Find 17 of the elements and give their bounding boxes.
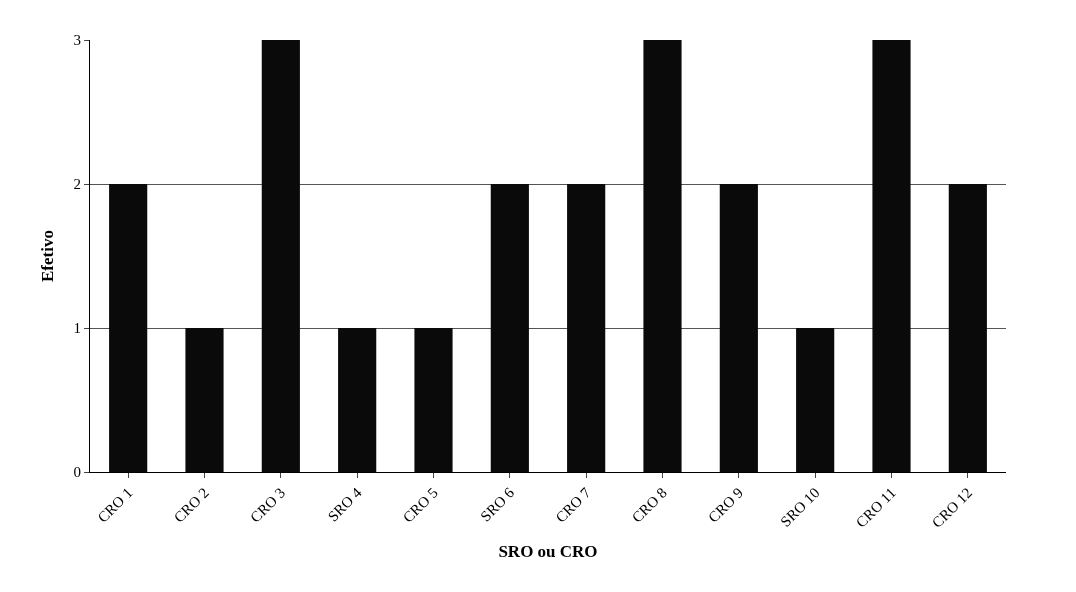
x-tick-label: CRO 2 <box>170 484 212 526</box>
x-tick-label: SRO 6 <box>477 484 518 525</box>
x-tick-label: CRO 3 <box>247 484 289 526</box>
x-tick-label: CRO 7 <box>552 484 594 526</box>
x-axis-title: SRO ou CRO <box>498 542 598 562</box>
y-tick-label: 2 <box>73 176 81 193</box>
x-tick-label: CRO 9 <box>705 484 747 526</box>
x-tick-label: SRO 10 <box>777 484 823 530</box>
y-axis-title: Efetivo <box>38 230 58 282</box>
y-tick-label: 1 <box>73 320 81 337</box>
x-tick-label: CRO 8 <box>628 484 670 526</box>
x-tick-label: SRO 4 <box>324 484 365 525</box>
x-tick-label: CRO 5 <box>399 484 441 526</box>
x-tick-label: CRO 12 <box>928 484 976 531</box>
y-tick-label: 0 <box>73 464 81 481</box>
y-tick-label: 3 <box>73 32 81 49</box>
x-tick-label: CRO 1 <box>94 484 136 526</box>
